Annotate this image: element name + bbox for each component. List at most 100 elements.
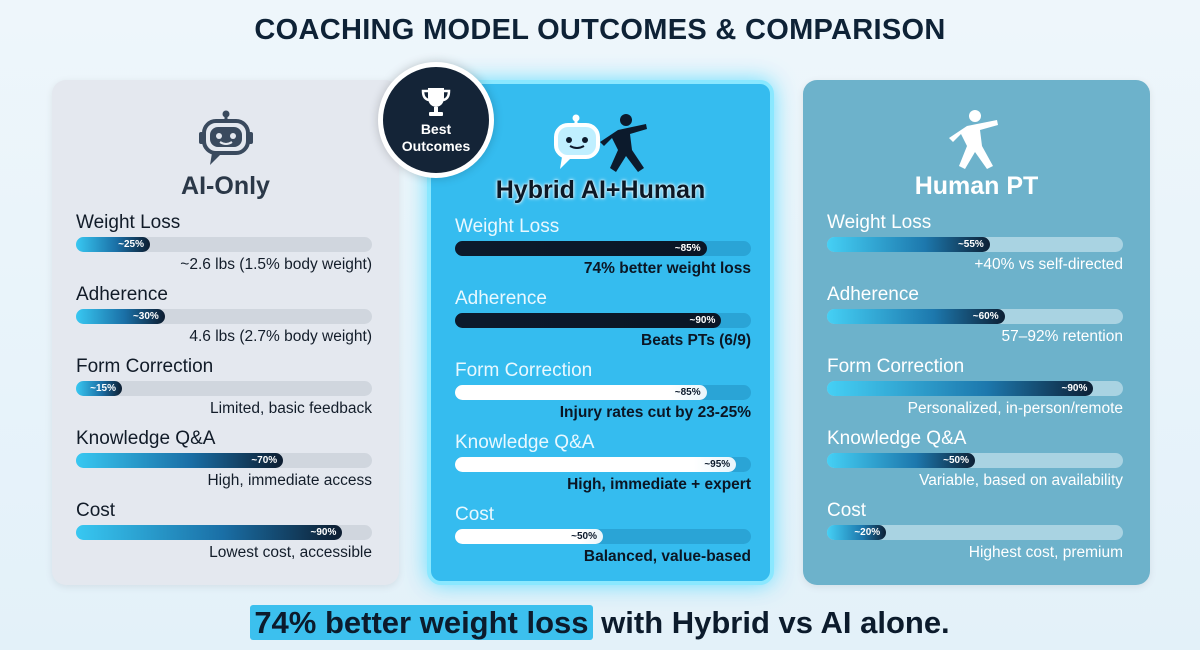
trophy-icon [421,88,451,116]
metric-value-label: ~85% [674,387,701,398]
metric-row: Form Correction ~85% Injury rates cut by 2… [455,360,753,430]
metric-row: Cost ~90% Lowest cost, accessible [76,500,374,570]
metric-bar-track: ~50% [455,529,751,544]
metric-note: High, immediate access [207,472,372,489]
metric-value-label: ~70% [251,455,278,466]
trainer-icon [803,108,1150,172]
metric-bar-track: ~70% [76,453,372,468]
metric-label: Knowledge Q&A [827,428,967,449]
metric-note: +40% vs self-directed [974,256,1123,273]
metric-bar-track: ~60% [827,309,1123,324]
metric-bar-track: ~15% [76,381,372,396]
footer-rest: with Hybrid vs AI alone. [592,605,950,640]
card-title: AI-Only [181,172,270,200]
metric-bar: ~15% [76,381,122,396]
metric-bar-track: ~90% [827,381,1123,396]
metric-bar: ~20% [827,525,887,540]
metric-row: Adherence ~30% 4.6 lbs (2.7% body weight) [76,284,374,354]
metric-label: Adherence [455,288,547,309]
metric-label: Cost [455,504,495,525]
metric-note: 57–92% retention [1001,328,1123,345]
robot-icon [52,108,399,172]
metric-row: Weight Loss ~85% 74% better weight loss [455,216,753,286]
metric-bar-track: ~55% [827,237,1123,252]
metric-value-label: ~90% [689,315,716,326]
metric-value-label: ~95% [704,459,731,470]
metric-note: Limited, basic feedback [210,400,372,417]
metric-bar: ~90% [455,313,722,328]
card-title: Hybrid AI+Human [495,176,706,204]
metric-label: Form Correction [455,360,593,381]
metric-bar-track: ~90% [455,313,751,328]
footer-highlight: 74% better weight loss [250,605,593,640]
metric-label: Cost [76,500,116,521]
metric-row: Knowledge Q&A ~70% High, immediate access [76,428,374,498]
metric-row: Knowledge Q&A ~50% Variable, based on avai… [827,428,1125,498]
metric-value-label: ~60% [972,311,999,322]
metric-note: Lowest cost, accessible [209,544,372,561]
metric-bar-track: ~25% [76,237,372,252]
metric-bar: ~85% [455,241,707,256]
metric-bar: ~95% [455,457,737,472]
card-human-pt: Human PT Weight Loss ~55% +40% vs self-dir… [803,80,1150,585]
metric-row: Knowledge Q&A ~95% High, immediate + exper… [455,432,753,502]
metric-note: Highest cost, premium [968,544,1123,561]
metric-note: Variable, based on availability [919,472,1123,489]
metric-label: Knowledge Q&A [76,428,216,449]
footer-summary: 74% better weight loss with Hybrid vs AI… [0,605,1200,641]
metric-label: Weight Loss [827,212,932,233]
metric-bar-track: ~95% [455,457,751,472]
metric-value-label: ~30% [132,311,159,322]
metric-bar: ~60% [827,309,1005,324]
metric-bar-track: ~30% [76,309,372,324]
card-hybrid: Hybrid AI+Human Weight Loss ~85% 74% bette… [427,80,774,585]
metric-value-label: ~50% [943,455,969,466]
robot-and-trainer-icon [431,112,770,176]
metric-bar-track: ~50% [827,453,1123,468]
metric-bar-track: ~20% [827,525,1123,540]
metric-bar: ~55% [827,237,990,252]
badge-text: Best Outcomes [402,121,470,155]
metric-label: Adherence [827,284,919,305]
metric-note: Personalized, in-person/remote [907,400,1123,417]
metric-bar: ~90% [76,525,343,540]
best-outcomes-badge: Best Outcomes [378,62,494,178]
metric-label: Knowledge Q&A [455,432,595,453]
metric-label: Weight Loss [455,216,560,237]
metric-bar: ~25% [76,237,150,252]
metric-value-label: ~85% [674,243,701,254]
metric-bar: ~50% [455,529,603,544]
metric-row: Cost ~20% Highest cost, premium [827,500,1125,570]
metric-row: Weight Loss ~25% ~2.6 lbs (1.5% body weigh… [76,212,374,282]
metric-bar-track: ~90% [76,525,372,540]
metric-row: Cost ~50% Balanced, value-based [455,504,753,574]
metric-note: Injury rates cut by 23-25% [559,404,751,421]
metric-note: 74% better weight loss [583,260,751,277]
metric-label: Adherence [76,284,168,305]
metric-value-label: ~25% [118,239,144,250]
metric-bar: ~70% [76,453,284,468]
metric-bar: ~85% [455,385,707,400]
metric-label: Form Correction [76,356,214,377]
metric-row: Form Correction ~90% Personalized, in-pers… [827,356,1125,426]
badge-line-2: Outcomes [401,138,471,154]
metric-value-label: ~50% [571,531,597,542]
metric-row: Adherence ~60% 57–92% retention [827,284,1125,354]
metric-value-label: ~55% [957,239,984,250]
metric-value-label: ~15% [90,383,116,394]
metric-label: Cost [827,500,867,521]
metric-bar: ~50% [827,453,975,468]
metric-note: 4.6 lbs (2.7% body weight) [189,328,372,345]
metric-row: Weight Loss ~55% +40% vs self-directed [827,212,1125,282]
page-title: COACHING MODEL OUTCOMES & COMPARISON [254,14,946,46]
metric-value-label: ~20% [854,527,881,538]
metric-label: Form Correction [827,356,965,377]
badge-line-1: Best [420,121,452,137]
metric-note: ~2.6 lbs (1.5% body weight) [180,256,372,273]
metric-label: Weight Loss [76,212,181,233]
metric-bar-track: ~85% [455,241,751,256]
metric-value-label: ~90% [1061,383,1088,394]
card-ai-only: AI-Only Weight Loss ~25% ~2.6 lbs (1.5% bo… [52,80,399,585]
metric-bar: ~30% [76,309,165,324]
metric-row: Form Correction ~15% Limited, basic feedba… [76,356,374,426]
